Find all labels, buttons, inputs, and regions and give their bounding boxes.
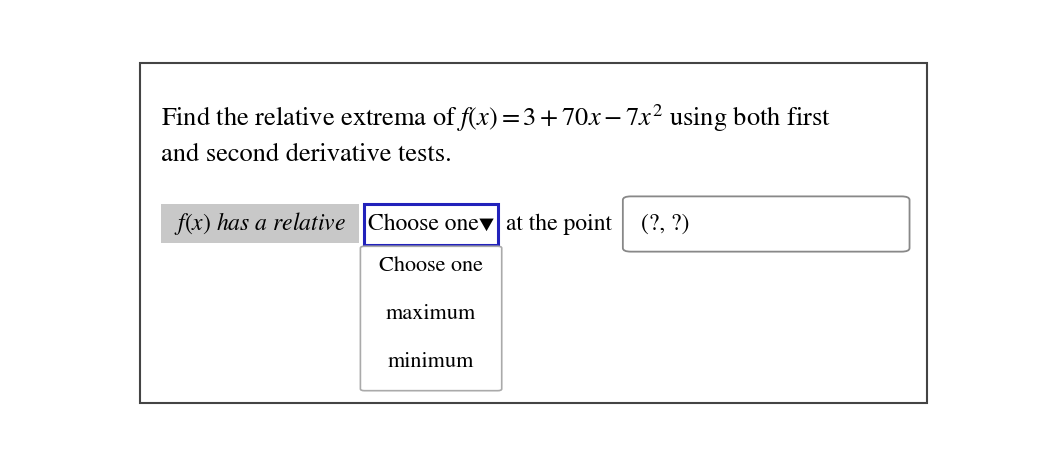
- FancyBboxPatch shape: [623, 196, 910, 252]
- FancyBboxPatch shape: [160, 204, 358, 243]
- Text: Choose one▾: Choose one▾: [368, 213, 494, 235]
- Text: $f(x)$ has a relative: $f(x)$ has a relative: [174, 210, 346, 237]
- FancyBboxPatch shape: [365, 204, 498, 244]
- FancyBboxPatch shape: [140, 63, 927, 403]
- Text: (?, ?): (?, ?): [641, 213, 689, 235]
- Text: minimum: minimum: [388, 352, 474, 372]
- Text: Find the relative extrema of $f(x) = 3 + 70x - 7x^2$ using both first: Find the relative extrema of $f(x) = 3 +…: [160, 102, 830, 134]
- Text: Choose one: Choose one: [379, 256, 483, 276]
- Text: maximum: maximum: [386, 304, 476, 324]
- Text: at the point: at the point: [505, 213, 612, 235]
- FancyBboxPatch shape: [361, 246, 502, 391]
- Text: and second derivative tests.: and second derivative tests.: [160, 144, 451, 168]
